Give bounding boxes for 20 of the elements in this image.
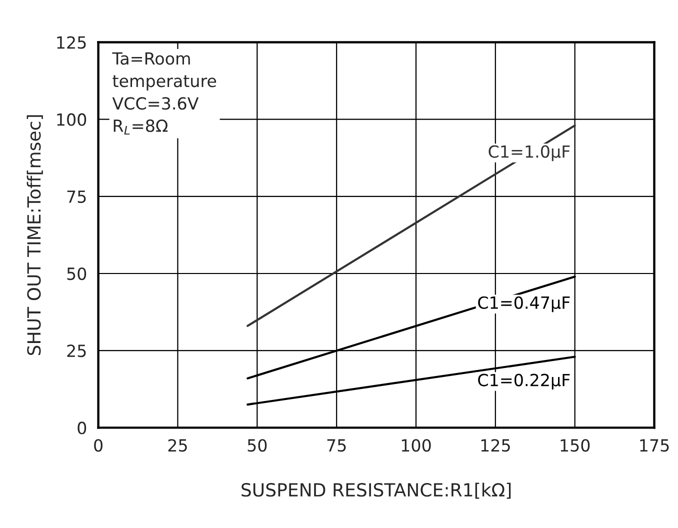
x-axis-title: SUSPEND RESISTANCE:R1[kΩ]	[242, 482, 511, 499]
x-tick-label: 50	[248, 439, 267, 452]
series-label: C1=0.22μF	[478, 374, 570, 390]
y-tick-label: 50	[67, 267, 86, 280]
x-tick-label: 100	[402, 439, 431, 452]
x-tick-label: 150	[560, 439, 590, 452]
x-tick-label: 175	[640, 439, 669, 452]
x-tick-label: 125	[481, 439, 510, 452]
y-tick-label: 25	[67, 344, 86, 358]
y-tick-label: 0	[78, 422, 86, 434]
y-tick-label: 75	[67, 190, 86, 203]
x-tick-label: 0	[94, 439, 103, 452]
series-label: C1=1.0μF	[488, 145, 570, 162]
x-tick-label: 25	[168, 439, 187, 452]
y-tick-label: 100	[57, 113, 86, 126]
annotation: Ta=Room temperature VCC=3.6V R$_{L}$=8Ω	[112, 52, 216, 135]
y-axis-title: SHUT OUT TIME:Toff[msec]	[26, 115, 43, 356]
y-tick-label: 125	[57, 36, 86, 49]
x-tick-label: 75	[327, 439, 346, 452]
series-label: C1=0.47μF	[478, 296, 570, 312]
